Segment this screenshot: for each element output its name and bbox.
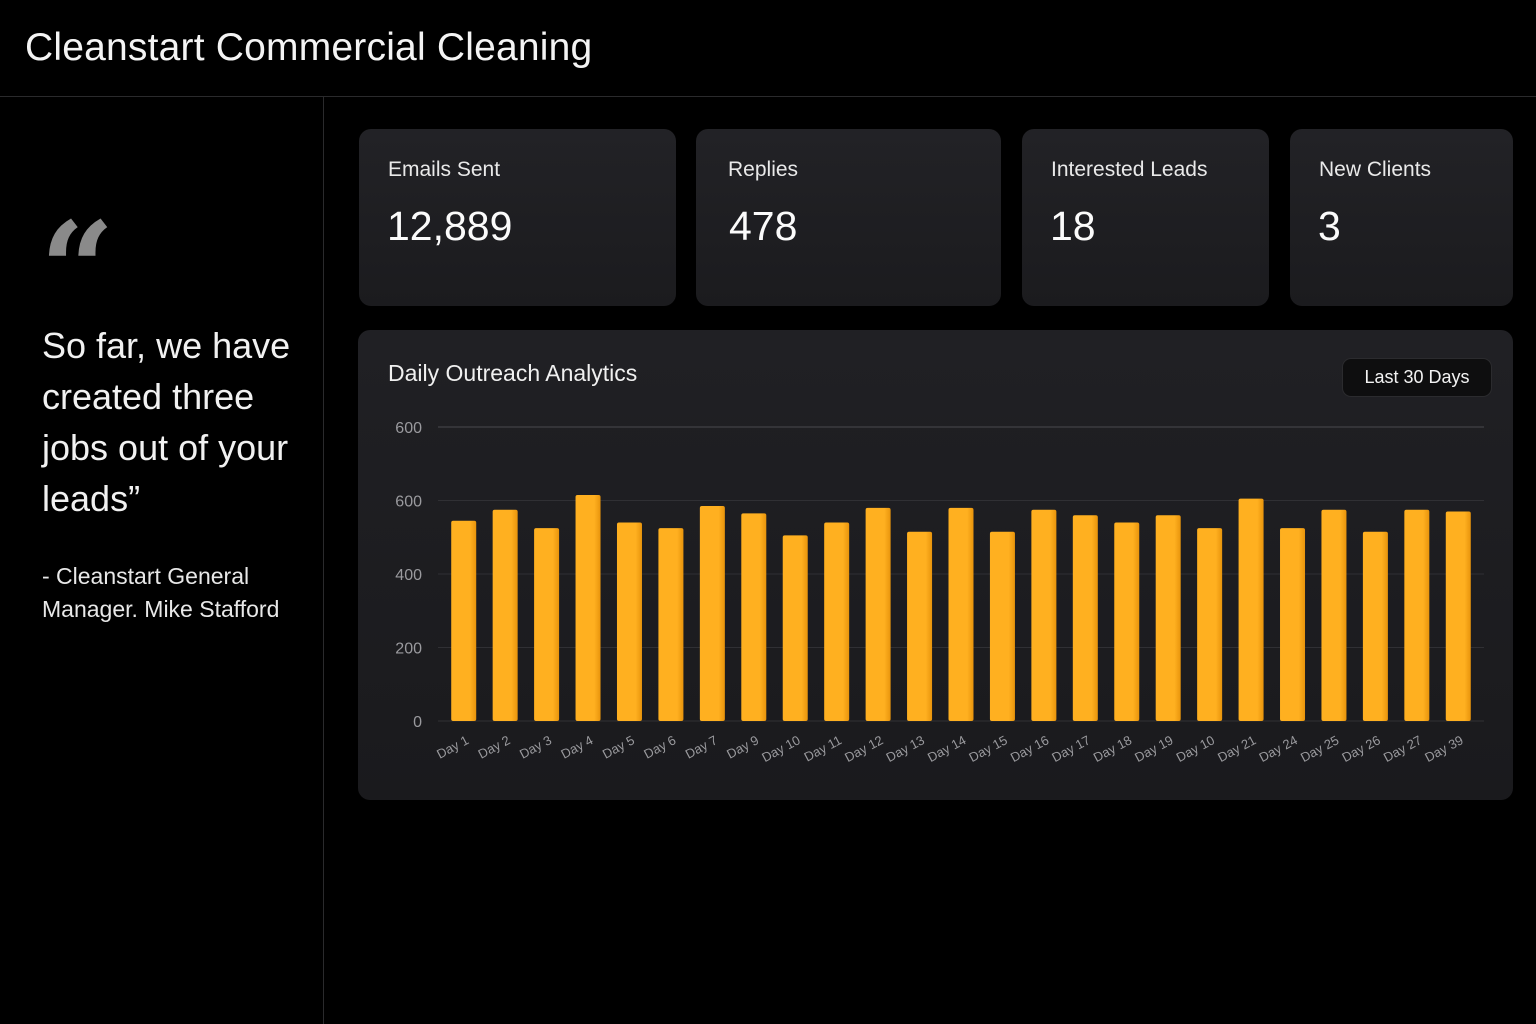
x-tick-label: Day 19 <box>1132 732 1175 765</box>
x-tick-label: Day 3 <box>517 732 554 761</box>
stat-label: New Clients <box>1319 158 1432 181</box>
stat-card-new-clients: New Clients 3 <box>1290 129 1513 306</box>
x-tick-label: Day 7 <box>683 732 720 761</box>
stat-value: 478 <box>729 203 798 249</box>
x-tick-label: Day 14 <box>925 732 968 765</box>
bar[interactable] <box>1445 511 1471 721</box>
testimonial-author: - Cleanstart General Manager. Mike Staff… <box>42 563 280 622</box>
stat-card-emails-sent: Emails Sent 12,889 <box>359 129 676 306</box>
x-tick-label: Day 4 <box>558 732 595 761</box>
testimonial-sidebar <box>0 97 324 1024</box>
bar[interactable] <box>1280 528 1306 721</box>
stat-label: Interested Leads <box>1051 158 1208 181</box>
bar[interactable] <box>699 506 725 721</box>
bar[interactable] <box>451 520 477 721</box>
x-tick-label: Day 27 <box>1381 732 1424 765</box>
y-tick-label: 0 <box>413 714 422 731</box>
bar[interactable] <box>575 494 601 721</box>
bar[interactable] <box>1321 509 1347 721</box>
top-bar: Cleanstart Commercial Cleaning <box>0 0 1536 97</box>
bar[interactable] <box>1031 509 1057 721</box>
x-tick-label: Day 25 <box>1298 732 1341 765</box>
bar[interactable] <box>865 507 891 721</box>
x-tick-label: Day 12 <box>842 732 885 765</box>
x-tick-label: Day 26 <box>1339 732 1382 765</box>
app-title: Cleanstart Commercial Cleaning <box>25 26 593 69</box>
bar[interactable] <box>741 513 767 721</box>
bar[interactable] <box>1404 509 1430 721</box>
x-tick-label: Day 9 <box>724 732 761 761</box>
x-tick-label: Day 10 <box>759 732 802 765</box>
bar[interactable] <box>616 522 642 721</box>
stat-label: Emails Sent <box>388 158 501 181</box>
y-tick-label: 400 <box>395 567 422 584</box>
stat-card-interested-leads: Interested Leads 18 <box>1022 129 1269 306</box>
x-tick-label: Day 24 <box>1257 732 1300 765</box>
bar[interactable] <box>1155 515 1181 721</box>
testimonial-quote: So far, we have created three jobs out o… <box>42 325 291 519</box>
bar[interactable] <box>658 528 684 721</box>
bar[interactable] <box>1197 528 1223 721</box>
x-tick-label: Day 11 <box>802 732 845 764</box>
stat-value: 3 <box>1318 203 1341 249</box>
x-tick-label: Day 2 <box>476 732 513 761</box>
x-tick-label: Day 6 <box>641 732 678 761</box>
analytics-chart-card: Daily Outreach Analytics Last 30 Days 0 2… <box>358 330 1513 800</box>
x-tick-label: Day 1 <box>434 732 471 761</box>
x-tick-label: Day 13 <box>884 732 927 765</box>
x-tick-label: Day 21 <box>1215 732 1258 765</box>
x-tick-label: Day 5 <box>600 732 637 761</box>
chart-title: Daily Outreach Analytics <box>388 360 638 386</box>
bar[interactable] <box>534 528 560 721</box>
bar[interactable] <box>1114 522 1140 721</box>
bar[interactable] <box>1238 498 1264 721</box>
x-tick-label: Day 15 <box>966 732 1009 765</box>
bar[interactable] <box>1362 531 1388 721</box>
date-range-button[interactable]: Last 30 Days <box>1342 358 1492 397</box>
x-tick-label: Day 10 <box>1174 732 1217 765</box>
x-tick-label: Day 17 <box>1049 732 1092 765</box>
bar[interactable] <box>907 531 933 721</box>
x-tick-label: Day 18 <box>1091 732 1134 765</box>
bar[interactable] <box>824 522 850 721</box>
bar[interactable] <box>782 535 808 721</box>
y-tick-label: 600 <box>395 494 422 511</box>
y-tick-label: 200 <box>395 641 422 658</box>
y-tick-label: 600 <box>395 420 422 437</box>
quote-icon: “ <box>40 193 115 346</box>
bar[interactable] <box>1072 515 1098 721</box>
bar[interactable] <box>492 509 518 721</box>
stat-value: 18 <box>1050 203 1096 249</box>
stat-card-replies: Replies 478 <box>696 129 1001 306</box>
x-tick-label: Day 39 <box>1422 732 1465 765</box>
x-tick-label: Day 16 <box>1008 732 1051 765</box>
stat-label: Replies <box>728 158 799 181</box>
bar[interactable] <box>948 507 974 721</box>
stat-value: 12,889 <box>387 203 513 249</box>
bar[interactable] <box>989 531 1015 721</box>
